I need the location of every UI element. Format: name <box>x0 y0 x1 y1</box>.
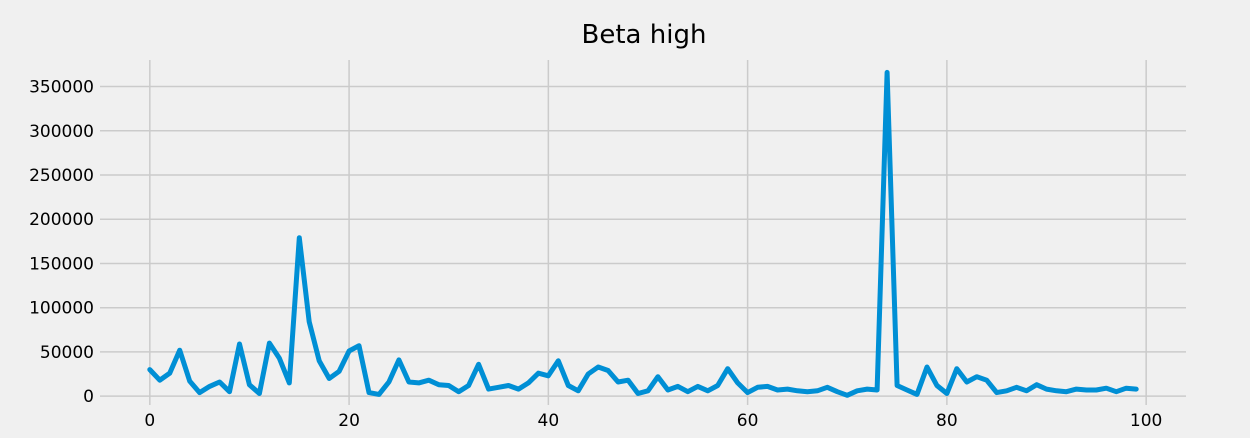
series-line <box>147 69 1139 398</box>
y-axis-ticks: 0 50000 100000 150000 200000 250000 300000 3500… <box>29 78 94 408</box>
x-tick-label: 60 <box>737 411 759 431</box>
x-axis-ticks: 0 20 40 60 80 100 <box>144 411 1162 431</box>
y-tick-label: 200000 <box>29 210 94 230</box>
x-tick-label: 100 <box>1130 411 1162 431</box>
y-tick-label: 150000 <box>29 254 94 274</box>
grid-lines <box>100 60 1186 405</box>
y-tick-label: 100000 <box>29 299 94 319</box>
y-tick-label: 50000 <box>40 343 94 363</box>
series-layer <box>147 69 1139 398</box>
x-tick-label: 80 <box>936 411 958 431</box>
y-tick-label: 250000 <box>29 166 94 186</box>
y-tick-label: 0 <box>83 387 94 407</box>
x-tick-label: 0 <box>144 411 155 431</box>
y-tick-label: 300000 <box>29 122 94 142</box>
x-tick-label: 20 <box>338 411 360 431</box>
chart-title: Beta high <box>582 20 707 50</box>
y-tick-label: 350000 <box>29 78 94 98</box>
x-tick-label: 40 <box>538 411 560 431</box>
